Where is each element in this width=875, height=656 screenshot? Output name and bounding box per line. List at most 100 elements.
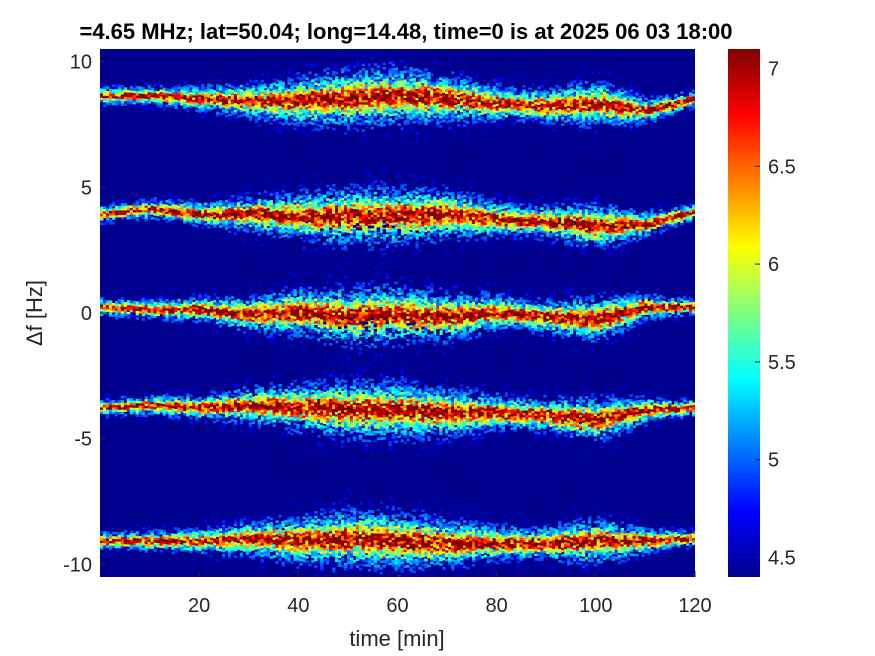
heatmap-cell — [144, 100, 148, 104]
heatmap-cell — [278, 220, 282, 223]
heatmap-cell — [278, 87, 282, 90]
heatmap-cell — [543, 60, 547, 64]
heatmap-cell — [451, 91, 455, 95]
heatmap-cell — [346, 150, 351, 154]
heatmap-cell — [216, 244, 220, 248]
heatmap-cell — [260, 73, 265, 76]
heatmap-cell — [248, 213, 253, 216]
heatmap-cell — [355, 115, 360, 118]
heatmap-cell — [388, 84, 392, 87]
heatmap-cell — [608, 103, 613, 107]
heatmap-cell — [260, 200, 265, 204]
heatmap-cell — [126, 96, 131, 100]
heatmap-cell — [579, 170, 583, 174]
heatmap-cell — [183, 126, 187, 130]
heatmap-cell — [695, 97, 698, 100]
heatmap-cell — [323, 121, 327, 124]
heatmap-cell — [439, 86, 443, 90]
heatmap-cell — [418, 92, 422, 96]
heatmap-cell — [314, 114, 318, 117]
heatmap-cell — [299, 95, 303, 99]
heatmap-cell — [201, 197, 205, 200]
heatmap-cell — [602, 80, 607, 83]
heatmap-cell — [293, 202, 297, 205]
heatmap-cell — [391, 86, 395, 89]
heatmap-cell — [540, 157, 544, 160]
heatmap-cell — [623, 92, 627, 96]
heatmap-cell — [593, 112, 598, 116]
heatmap-cell — [323, 197, 327, 200]
heatmap-cell — [454, 133, 458, 137]
heatmap-cell — [311, 227, 315, 230]
heatmap-cell — [361, 115, 366, 119]
heatmap-cell — [460, 107, 464, 110]
heatmap-cell — [141, 198, 146, 202]
heatmap-cell — [117, 84, 122, 88]
heatmap-cell — [608, 158, 613, 161]
heatmap-cell — [537, 86, 541, 90]
heatmap-cell — [394, 74, 398, 77]
heatmap-cell — [346, 105, 351, 108]
heatmap-cell — [290, 83, 294, 86]
heatmap-cell — [522, 107, 526, 111]
heatmap-cell — [236, 92, 241, 96]
heatmap-cell — [225, 101, 229, 104]
heatmap-cell — [189, 243, 193, 246]
heatmap-cell — [418, 103, 422, 107]
heatmap-cell — [168, 73, 172, 76]
heatmap-cell — [570, 144, 574, 148]
heatmap-cell — [100, 74, 104, 78]
heatmap-cell — [117, 237, 122, 240]
heatmap-cell — [198, 207, 202, 211]
heatmap-cell — [201, 102, 205, 105]
heatmap-cell — [320, 95, 324, 99]
heatmap-cell — [400, 91, 404, 94]
heatmap-cell — [326, 90, 330, 93]
heatmap-cell — [403, 88, 407, 92]
heatmap-cell — [349, 83, 354, 86]
heatmap-cell — [692, 80, 695, 83]
heatmap-cell — [370, 151, 375, 155]
heatmap-cell — [120, 91, 125, 95]
heatmap-cell — [311, 157, 315, 160]
heatmap-cell — [454, 86, 458, 89]
heatmap-cell — [596, 114, 601, 118]
heatmap-cell — [445, 91, 449, 94]
heatmap-cell — [605, 82, 610, 85]
heatmap-cell — [260, 91, 265, 94]
heatmap-cell — [477, 99, 482, 102]
heatmap-cell — [573, 96, 577, 99]
heatmap-cell — [266, 214, 270, 218]
heatmap-cell — [564, 99, 568, 103]
heatmap-cell — [454, 147, 458, 151]
heatmap-cell — [492, 88, 497, 91]
heatmap-cell — [460, 113, 464, 117]
heatmap-cell — [370, 70, 375, 73]
heatmap-cell — [367, 160, 372, 164]
heatmap-cell — [647, 115, 651, 119]
heatmap-cell — [460, 125, 464, 128]
heatmap-cell — [275, 205, 279, 208]
heatmap-cell — [180, 213, 184, 216]
heatmap-cell — [332, 105, 336, 108]
heatmap-cell — [439, 115, 443, 119]
heatmap-cell — [531, 110, 535, 113]
heatmap-cell — [213, 94, 217, 98]
heatmap-cell — [344, 86, 348, 90]
heatmap-cell — [162, 108, 166, 111]
heatmap-cell — [299, 231, 303, 235]
heatmap-cell — [186, 215, 190, 218]
heatmap-cell — [305, 211, 309, 215]
heatmap-cell — [391, 108, 395, 112]
heatmap-cell — [555, 91, 559, 95]
heatmap-cell — [528, 101, 532, 104]
heatmap-cell — [290, 191, 294, 195]
heatmap-cell — [430, 15, 433, 18]
heatmap-cell — [242, 222, 247, 225]
heatmap-cell — [326, 108, 330, 111]
heatmap-cell — [418, 96, 422, 100]
heatmap-cell — [299, 218, 303, 221]
heatmap-cell — [424, 109, 428, 112]
heatmap-cell — [266, 100, 270, 104]
heatmap-cell — [365, 2, 368, 5]
